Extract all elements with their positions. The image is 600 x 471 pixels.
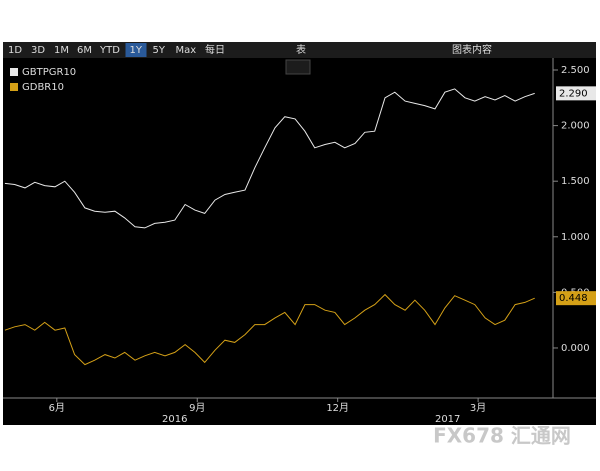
x-tick-label: 6月 [49,402,65,414]
toolbar [3,42,596,58]
y-tick-label: 1.000 [561,232,590,243]
legend-label: GDBR10 [22,82,64,93]
legend-swatch [10,68,18,76]
range-button[interactable]: 1D [8,45,22,56]
series-line [4,88,535,229]
series-line [4,293,535,366]
frequency-button[interactable]: 每日 [205,43,225,56]
x-tick-label: 3月 [470,402,486,414]
range-button[interactable]: 6M [77,45,92,56]
last-value-label: 2.290 [559,88,588,99]
last-value-box [556,291,596,306]
y-tick-label: 2.000 [561,121,590,132]
range-button[interactable]: YTD [99,45,120,56]
y-tick-label: 2.500 [561,65,590,76]
x-tick-label: 12月 [326,402,349,414]
x-year-label: 2016 [162,414,187,425]
y-tick-label: 0.000 [561,343,590,354]
range-button[interactable]: 5Y [153,45,166,56]
content-button[interactable]: 图表内容 [452,43,492,56]
range-button[interactable]: Max [176,45,197,56]
x-year-label: 2017 [435,414,460,425]
range-active [125,43,147,57]
chart-background [3,58,596,425]
watermark: FX678 汇通网 [433,424,571,448]
range-button[interactable]: 1Y [130,45,143,56]
legend-label: GBTPGR10 [22,67,76,78]
table-button[interactable]: 表 [296,43,306,56]
range-button[interactable]: 3D [31,45,45,56]
last-value-box [556,86,596,101]
chart-type-button[interactable] [285,59,311,75]
x-tick-label: 9月 [189,402,205,414]
y-tick-label: 1.500 [561,176,590,187]
legend-swatch [10,83,18,91]
range-button[interactable]: 1M [54,45,69,56]
last-value-label: 0.448 [559,293,588,304]
